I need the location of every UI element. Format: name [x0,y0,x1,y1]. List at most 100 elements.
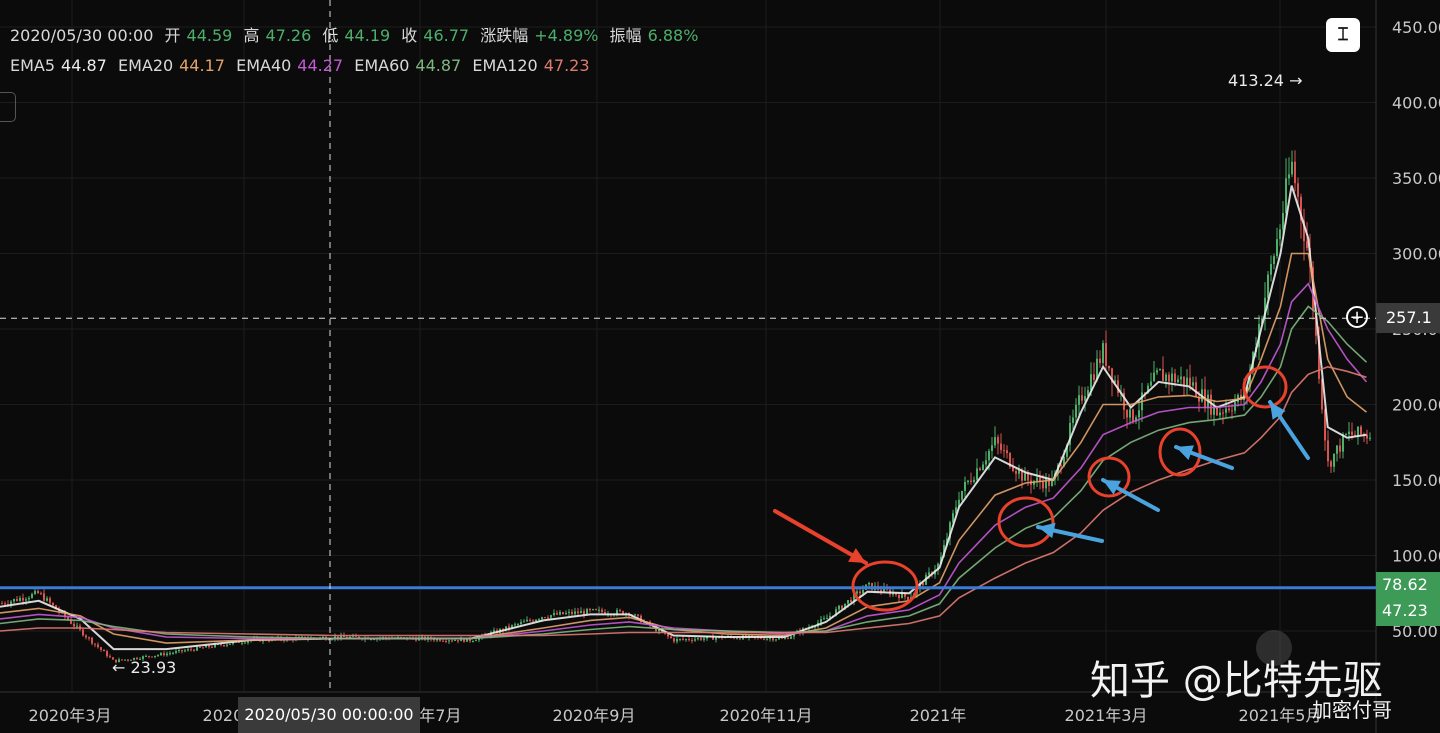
candle-body [1096,358,1098,380]
candle-body [64,611,66,618]
candle-body [163,653,165,656]
candle-body [1315,310,1317,336]
candle-body [439,638,441,641]
candle-body [766,638,768,640]
ema40-label: EMA40 [236,56,292,75]
candle-body [1342,434,1344,452]
candle-body [682,638,684,640]
candle-body [1144,392,1146,394]
y-tick-label: 350.00 [1392,169,1440,188]
candle-body [466,637,468,642]
x-tick-label: 2021年 [910,706,967,725]
candle-body [1216,406,1218,416]
candle-body [208,645,210,648]
ema20-label: EMA20 [117,56,174,75]
highlight-circle [851,560,919,612]
candle-body [844,603,846,609]
candle-body [1180,376,1182,380]
candle-body [1132,409,1134,422]
candle-body [73,623,75,627]
ema-line-ema120 [0,365,1367,637]
candle-body [1117,380,1119,393]
blue-line-price: 78.62 [1382,575,1428,594]
candle-body [31,593,33,598]
candle-body [1099,358,1101,364]
candle-body [19,597,21,601]
low-value: 44.19 [344,26,391,45]
candle-body [181,649,183,652]
candle-body [1111,368,1113,383]
candle-body [1072,417,1074,423]
header-date: 2020/05/30 00:00 [10,26,154,45]
candle-body [772,638,774,641]
candle-body [16,599,18,601]
candle-body [190,649,192,651]
candle-body [1222,412,1224,414]
add-alert-plus-icon[interactable]: + [1346,306,1368,328]
candle-body [604,611,606,615]
candle-body [715,637,717,640]
blue-arrow-head [1038,522,1056,539]
candle-body [898,594,900,599]
candle-body [763,638,765,640]
candle-body [685,639,687,641]
candle-body [52,602,54,606]
candle-body [91,637,93,644]
collapse-toggle-button[interactable] [0,92,16,122]
candle-body [457,640,459,642]
candle-body [1261,318,1263,325]
candle-body [862,589,864,594]
candle-body [178,649,180,652]
candle-body [133,657,135,660]
candle-body [1018,469,1020,474]
ema60-label: EMA60 [354,56,410,75]
candle-body [1069,422,1071,445]
candle-body [784,637,786,639]
candle-body [547,617,549,619]
scroll-to-latest-button[interactable] [1256,630,1292,666]
candle-body [118,659,120,663]
candle-body [1060,464,1062,467]
candle-body [1366,434,1368,439]
candle-body [172,652,174,654]
candle-body [1162,369,1164,381]
highlight-circle [997,496,1055,548]
candle-body [769,638,771,640]
layout-settings-icon[interactable]: ⌶ [1326,18,1360,52]
candle-body [508,626,510,629]
y-tick-label: 450.00 [1392,18,1440,37]
candle-body [100,647,102,650]
candle-body [1015,470,1017,474]
candle-body [517,624,519,626]
last-price-tag: 78.62 47.23 [1376,572,1440,626]
candle-body [856,591,858,594]
candle-body [694,639,696,641]
crosshair-date-label: 2020/05/30 00:00:00 [238,697,420,733]
candle-body [793,632,795,637]
candle-body [337,636,339,639]
close-value: 46.77 [423,26,470,45]
candle-body [1042,481,1044,489]
y-tick-label: 150.00 [1392,471,1440,490]
candle-body [25,599,27,601]
candle-body [622,611,624,615]
highlight-circle [1158,427,1202,477]
candle-body [76,625,78,627]
candle-body [526,619,528,622]
red-arrow-head [848,548,866,563]
candle-body [442,640,444,642]
candle-body [445,640,447,642]
max-price-annotation: 413.24 → [1228,71,1303,90]
candle-body [247,640,249,643]
candle-body [1003,450,1005,452]
candle-body [973,479,975,482]
ema40-value: 44.27 [297,56,344,75]
candle-body [1234,402,1236,411]
y-tick-label: 400.00 [1392,94,1440,113]
y-tick-label: 200.00 [1392,396,1440,415]
candle-body [1171,373,1173,382]
candle-body [454,640,456,642]
candle-body [1000,443,1002,451]
candle-body [571,611,573,614]
